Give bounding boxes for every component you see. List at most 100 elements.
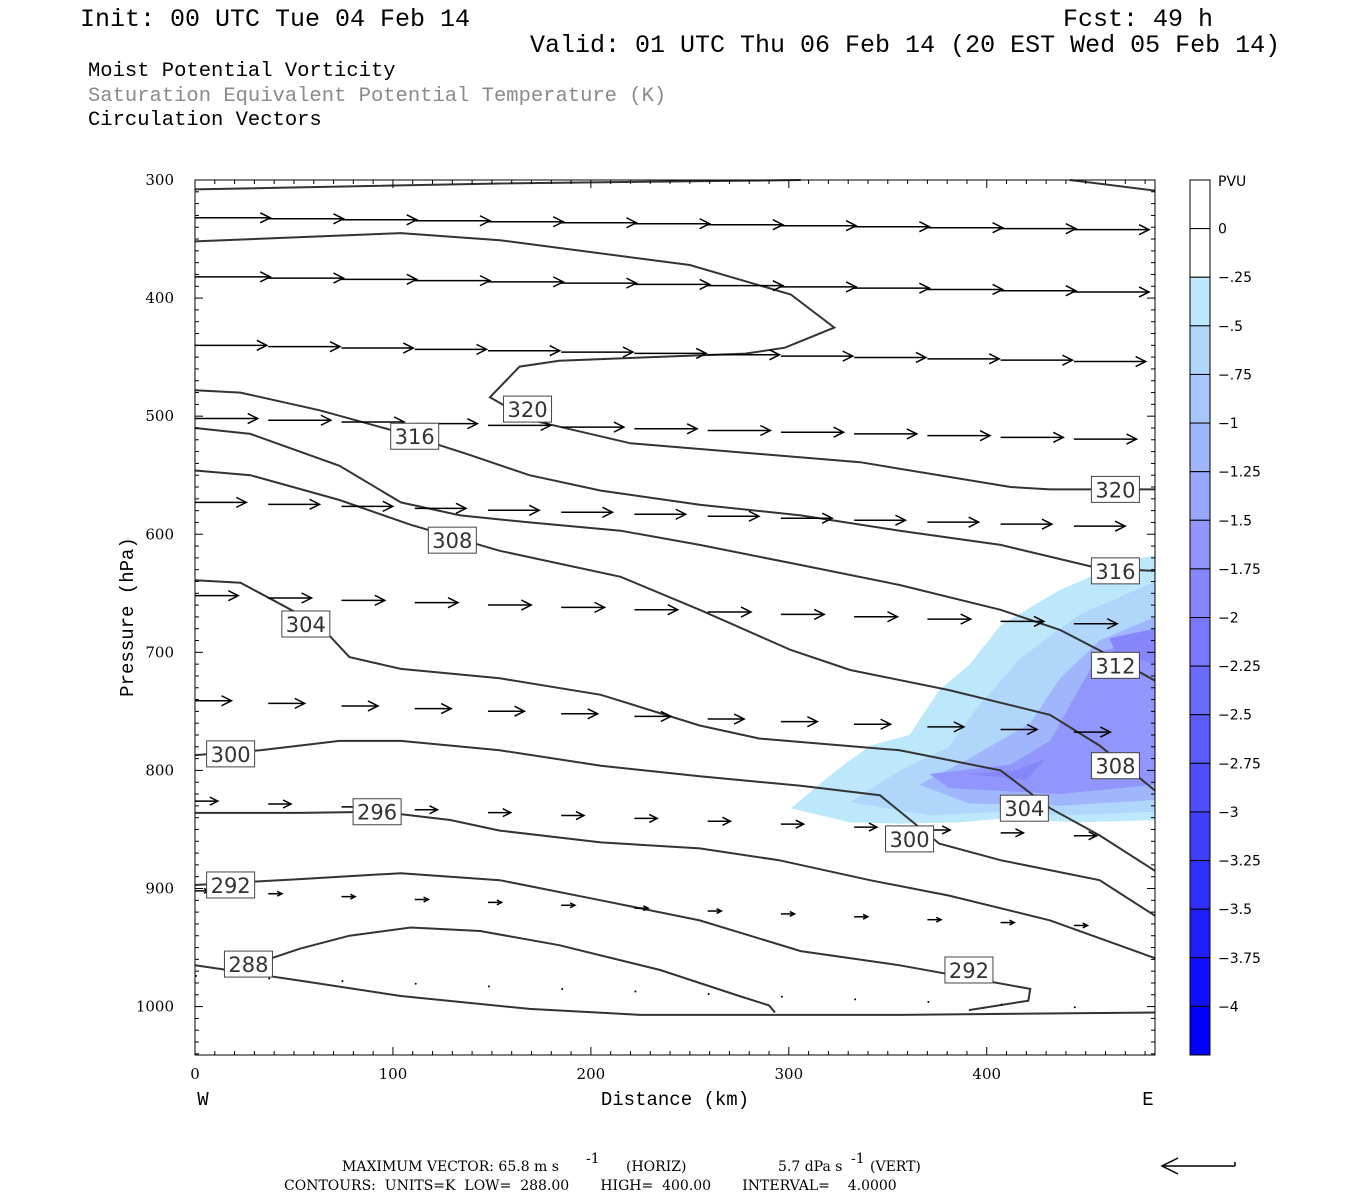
pv-shade-region (968, 758, 1047, 780)
colorbar-label: −2.75 (1218, 756, 1261, 772)
contour-label: 296 (352, 798, 402, 826)
vector-arrow (561, 708, 600, 720)
vector-arrow (561, 810, 586, 821)
colorbar-title: PVU (1218, 174, 1246, 190)
contour-label: 320 (1090, 475, 1140, 503)
colorbar-bin (1189, 1005, 1211, 1056)
max-vector-vert-value: 5.7 dPa s (778, 1159, 842, 1175)
vector-arrow (707, 510, 761, 522)
vector-arrow (195, 412, 260, 425)
vector-arrow (780, 715, 820, 728)
y-tick-label: 1000 (136, 998, 174, 1016)
title-theta-es: Saturation Equivalent Potential Temperat… (88, 85, 666, 108)
max-vector-exp: -1 (586, 1151, 600, 1167)
vector-arrow (268, 890, 284, 897)
vector-arrow (780, 995, 783, 998)
vector-arrow (780, 910, 797, 917)
vector-arrow (707, 713, 746, 725)
vector-arrow (487, 985, 490, 988)
x-tick-label: 200 (577, 1065, 606, 1083)
vector-arrow (854, 514, 908, 526)
vector-arrow (487, 276, 565, 288)
vector-arrow (1000, 518, 1054, 530)
y-tick-label: 600 (145, 525, 174, 543)
colorbar-bin (1189, 228, 1211, 278)
vector-arrow (268, 272, 346, 284)
y-tick-label: 300 (145, 171, 174, 189)
vector-arrow (854, 611, 900, 623)
vector-arrow (927, 613, 973, 625)
vector-arrow (854, 718, 893, 730)
vector-arrow (780, 608, 826, 621)
vector-arrow (487, 345, 562, 357)
vector-arrow (634, 813, 659, 824)
contour-label-text: 304 (1004, 797, 1044, 821)
vector-arrow (414, 982, 417, 985)
y-axis-label: Pressure (hPa) (117, 537, 139, 697)
vector-arrow (854, 822, 879, 832)
max-vector-text: MAXIMUM VECTOR: 65.8 m s (342, 1159, 559, 1175)
vector-arrow (487, 216, 565, 228)
colorbar: 0 −.25 −.5 −.75 −1 −1.25 −1.5 −1.75 −2 −2.25 −2.5 −… (1189, 179, 1261, 1056)
vector-arrow (1073, 618, 1119, 630)
x-east-label: E (1142, 1089, 1153, 1111)
vector-arrow (927, 1001, 930, 1004)
contour-label-text: 312 (1095, 654, 1135, 678)
colorbar-bin (1189, 665, 1211, 716)
contour-label-text: 288 (228, 953, 268, 977)
vector-arrow (1000, 1003, 1003, 1006)
vector-arrow (195, 589, 240, 602)
vector-arrow (341, 214, 419, 226)
vector-arrow (927, 516, 981, 528)
contour-label-text: 296 (357, 801, 397, 825)
vector-arrow (854, 913, 870, 920)
contour-label: 292 (206, 871, 256, 899)
colorbar-label: −2.5 (1218, 708, 1252, 724)
valid-time: Valid: 01 UTC Thu 06 Feb 14 (20 EST Wed … (530, 31, 1280, 60)
colorbar-bin (1189, 617, 1211, 667)
vector-arrow (707, 279, 785, 292)
vector-arrow (268, 592, 314, 604)
vector-arrow (268, 414, 333, 426)
colorbar-bin (1189, 276, 1211, 327)
init-time: Init: 00 UTC Tue 04 Feb 14 (80, 5, 470, 34)
vector-arrow (487, 705, 527, 717)
colorbar-label: −3.5 (1218, 902, 1252, 918)
vector-arrow (854, 221, 932, 233)
vector-arrow (634, 423, 699, 435)
vector-arrow (780, 819, 806, 829)
vector-arrow (341, 273, 419, 286)
colorbar-label: −3 (1218, 805, 1239, 821)
contour-324 (1069, 179, 1156, 192)
vector-arrow (1000, 285, 1078, 297)
contour-label: 288 (223, 950, 273, 978)
vector-arrow (414, 805, 440, 815)
vector-arrow (1000, 615, 1046, 628)
contour-label-text: 292 (949, 959, 989, 983)
contour-label: 304 (999, 794, 1049, 822)
contour-288 (250, 926, 776, 1014)
vector-arrow (195, 271, 272, 283)
vector-arrow (341, 342, 415, 354)
vector-arrow (1000, 828, 1026, 838)
contour-label-text: 320 (1095, 478, 1135, 502)
colorbar-bin (1189, 179, 1211, 230)
vector-arrow (341, 500, 395, 513)
vector-arrow (707, 424, 773, 437)
vector-arrow (634, 508, 688, 520)
contour-296 (195, 810, 1156, 960)
vector-arrow (487, 899, 504, 906)
contour-label-text: 316 (1095, 560, 1135, 584)
vector-arrow (780, 220, 858, 232)
vector-arrow (561, 987, 564, 990)
vector-arrow (634, 604, 680, 616)
vector-arrow (634, 905, 650, 912)
x-tick-label: 100 (379, 1065, 408, 1083)
vector-arrow (780, 350, 855, 362)
contour-label: 312 (1090, 651, 1140, 679)
contour-label: 316 (1090, 557, 1140, 585)
vector-arrow (927, 283, 1005, 296)
theta-es-contours (194, 179, 1156, 1016)
colorbar-bin (1189, 860, 1211, 910)
colorbar-label: 0 (1218, 222, 1227, 238)
